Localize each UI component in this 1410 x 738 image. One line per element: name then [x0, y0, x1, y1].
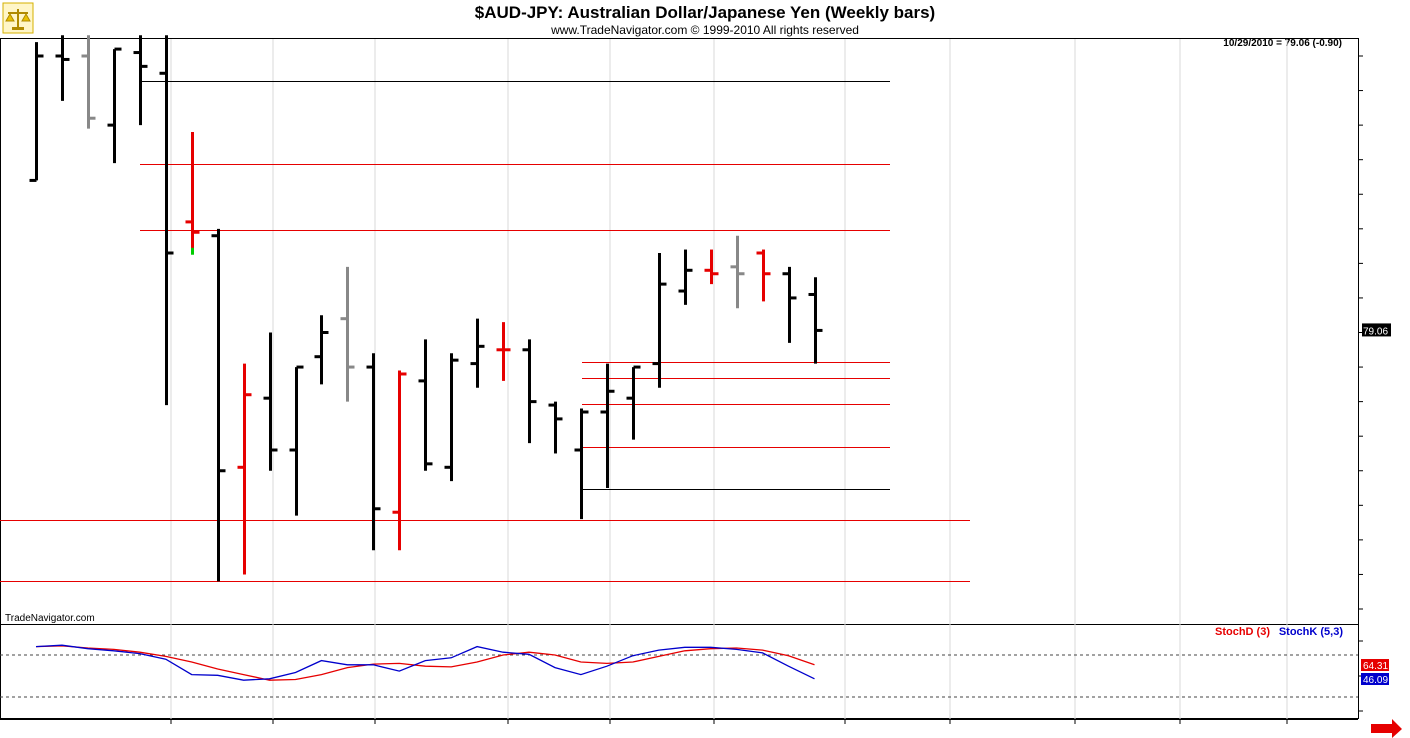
ohlc-bar	[392, 370, 407, 551]
scroll-right-arrow-icon[interactable]	[1371, 719, 1402, 738]
ohlc-bar	[55, 35, 70, 101]
last-price-badge: 79.06	[1362, 323, 1391, 337]
ohlc-bar	[81, 35, 96, 129]
stoch-panel-frame	[0, 624, 1359, 719]
chart-title: $AUD-JPY: Australian Dollar/Japanese Yen…	[475, 3, 935, 22]
ohlc-bar	[159, 35, 174, 406]
stochD-last-badge: 64.31	[1361, 659, 1389, 672]
ohlc-bar	[470, 318, 485, 388]
ohlc-bar	[574, 408, 589, 520]
ohlc-bar	[185, 132, 200, 254]
ohlc-bar	[133, 35, 148, 126]
ohlc-bar	[496, 322, 511, 381]
ohlc-bar	[548, 401, 563, 454]
ohlc-bar	[756, 249, 771, 302]
ohlc-bar	[808, 277, 823, 364]
stochK-last-value: 46.09	[1363, 675, 1388, 686]
stochD-last-value: 64.31	[1363, 661, 1388, 672]
ohlc-bar	[782, 266, 797, 343]
ohlc-bar	[444, 353, 459, 482]
logo-icon	[2, 2, 34, 34]
watermark-text: TradeNavigator.com	[5, 613, 95, 624]
ohlc-bar	[314, 315, 329, 385]
ohlc-bar	[366, 353, 381, 551]
ohlc-bar	[263, 332, 278, 471]
ohlc-bar	[107, 47, 122, 164]
copyright-text: www.TradeNavigator.com © 1999-2010 All r…	[550, 23, 859, 37]
ohlc-bar	[289, 365, 304, 516]
stochD-line	[35, 645, 815, 681]
ohlc-bar	[730, 235, 745, 309]
time-axis	[0, 719, 1358, 724]
price-panel-frame	[0, 38, 1359, 625]
ohlc-bar	[626, 365, 641, 440]
ohlc-bar	[704, 249, 719, 285]
ohlc-bar	[418, 339, 433, 471]
stochK-legend: StochK (5,3)	[1279, 626, 1344, 638]
price-bars	[29, 35, 823, 582]
ohlc-bar	[678, 249, 693, 305]
ohlc-bar	[211, 228, 226, 582]
stochK-last-badge: 46.09	[1361, 673, 1389, 686]
price-axis	[1358, 55, 1363, 610]
last-price-value: 79.06	[1363, 326, 1388, 337]
stochD-legend: StochD (3)	[1215, 626, 1270, 638]
ohlc-bar	[340, 266, 355, 402]
stochastics-panel	[0, 640, 1363, 712]
price-levels	[0, 81, 970, 582]
stochK-line	[35, 644, 815, 681]
ohlc-bar	[29, 42, 44, 182]
ohlc-bar	[652, 253, 667, 388]
ohlc-bar	[522, 339, 537, 444]
ohlc-bar	[237, 363, 252, 575]
ohlc-bar	[600, 363, 615, 489]
last-price-info: 10/29/2010 = 79.06 (-0.90)	[1223, 38, 1342, 49]
